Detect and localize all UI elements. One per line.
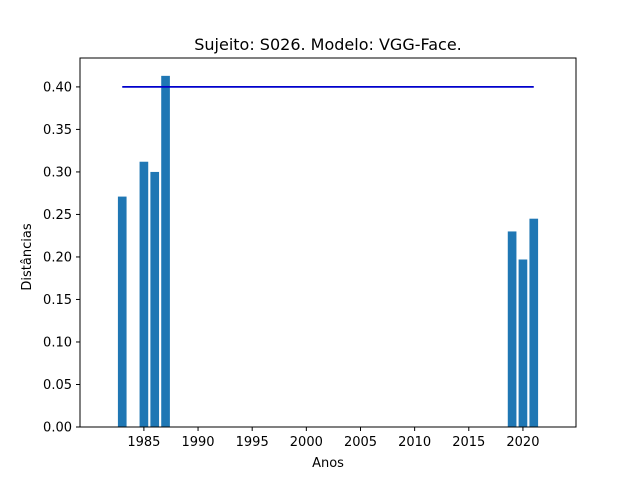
y-axis-label: Distâncias [20,223,35,290]
y-axis-ticks: 0.00 0.05 0.10 0.15 0.20 0.25 0.30 0.35 0.40 [43,80,80,436]
x-tick-label-2010: 2010 [398,435,431,450]
x-tick-label-1995: 1995 [236,435,269,450]
y-tick-label-0.10: 0.10 [43,335,72,350]
x-axis-label: Anos [312,456,344,471]
y-tick-label-0.30: 0.30 [43,165,72,180]
y-tick-label-0.20: 0.20 [43,250,72,265]
y-tick-label-0.15: 0.15 [43,293,72,308]
bar-1985 [139,161,149,428]
x-axis-ticks: 1985 1990 1995 2000 2005 2010 2015 2020 [127,427,539,450]
bar-1987 [161,75,170,428]
y-tick-label-0.05: 0.05 [43,378,72,393]
x-tick-label-2000: 2000 [290,435,323,450]
y-tick-label-0.25: 0.25 [43,208,72,223]
chart-title: Sujeito: S026. Modelo: VGG-Face. [194,35,462,54]
bar-2019 [507,231,517,427]
x-tick-label-1985: 1985 [127,435,160,450]
plot-frame [79,57,577,428]
x-tick-label-1990: 1990 [181,435,214,450]
y-tick-label-0.40: 0.40 [43,80,72,95]
x-tick-label-2015: 2015 [452,435,485,450]
bar-1983 [117,196,127,427]
bars-group [117,75,539,428]
y-tick-label-0.35: 0.35 [43,123,72,138]
x-tick-label-2005: 2005 [344,435,377,450]
x-tick-label-2020: 2020 [506,435,539,450]
bar-2020 [518,259,528,427]
bar-1986 [150,171,160,427]
bar-2021 [529,218,539,427]
y-tick-label-0.00: 0.00 [43,421,72,436]
